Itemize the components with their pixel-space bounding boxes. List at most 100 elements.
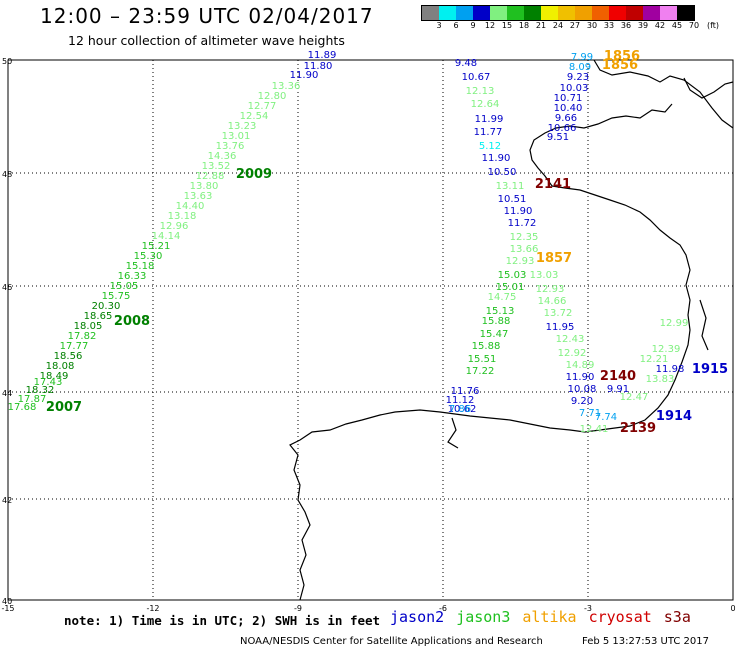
legend-tick-label: 36	[620, 21, 632, 30]
legend-tick-label: 70	[688, 21, 700, 30]
pass-number-label: 1856	[604, 49, 640, 64]
legend-swatch	[473, 6, 490, 20]
wave-height-label: 14.89	[566, 360, 595, 371]
axis-labels: 50 48 46 44 42 40-15 -12 -9 -6 -3 0	[1, 57, 735, 613]
longitude-label: -9	[294, 604, 302, 613]
wave-height-label: 18.32	[26, 385, 55, 396]
wave-height-label: 15.88	[482, 316, 511, 327]
wave-height-label: 12.96	[160, 221, 189, 232]
wave-height-label: 13.36	[272, 81, 301, 92]
color-scale-legend: 3 6 9 12 15 18 21 24 27 30 33 36 39 42 45 70 (ft)	[421, 5, 719, 35]
wave-height-label: 15.01	[496, 282, 525, 293]
wave-height-label: 13.03	[530, 270, 559, 281]
coastline	[289, 59, 734, 601]
wave-height-label: 12.43	[556, 334, 585, 345]
wave-height-label: 7.99	[571, 52, 593, 63]
longitude-label: -6	[439, 604, 447, 613]
color-scale-ticks: 3 6 9 12 15 18 21 24 27 30 33 36 39 42 45 70 (ft)	[421, 21, 719, 35]
wave-height-label: 15.88	[472, 341, 501, 352]
wave-height-label: 18.56	[54, 351, 83, 362]
wave-height-label: 16.33	[118, 271, 147, 282]
wave-height-label: 14.14	[152, 231, 181, 242]
wave-height-label: 10.67	[462, 72, 491, 83]
wave-height-label: 15.05	[110, 281, 139, 292]
longitude-label: -12	[146, 604, 159, 613]
legend-tick-label: 45	[671, 21, 683, 30]
pass-number-label: 1914	[656, 409, 692, 424]
latitude-label: 40	[2, 597, 12, 606]
legend-swatch	[626, 6, 643, 20]
legend-swatch	[558, 6, 575, 20]
wave-height-label: 11.76	[451, 386, 480, 397]
wave-height-label: 12.93	[506, 256, 535, 267]
coastline-segment	[529, 103, 673, 187]
wave-height-label: 11.89	[308, 50, 337, 61]
legend-swatch	[643, 6, 660, 20]
footer-timestamp: Feb 5 13:27:53 UTC 2017	[582, 636, 709, 647]
legend-tick-label: 9	[470, 21, 476, 30]
coastline-segment	[683, 77, 734, 99]
wave-height-label: 11.99	[475, 114, 504, 125]
wave-height-label: 17.22	[466, 366, 495, 377]
footer-credit: NOAA/NESDIS Center for Satellite Applica…	[240, 636, 543, 647]
wave-height-label: 12.77	[248, 101, 277, 112]
wave-height-label: 15.03	[498, 270, 527, 281]
wave-height-label: 10.03	[560, 83, 589, 94]
satellite-legend-item: jason2	[390, 608, 445, 626]
coastline-segment	[447, 417, 459, 449]
legend-tick-label: 15	[501, 21, 513, 30]
coastline-segment	[289, 185, 691, 601]
legend-tick-label: 39	[637, 21, 649, 30]
legend-swatch	[507, 6, 524, 20]
wave-height-label: 17.82	[68, 331, 97, 342]
wave-height-label: 18.49	[40, 371, 69, 382]
legend-tick-label: 6	[453, 21, 459, 30]
wave-height-label: 10.50	[488, 167, 517, 178]
wave-height-label: 11.90	[504, 206, 533, 217]
wave-height-label: 15.47	[480, 329, 509, 340]
legend-unit: (ft)	[706, 21, 720, 30]
wave-height-label: 18.08	[46, 361, 75, 372]
wave-height-label: 8.09	[569, 62, 591, 73]
pass-number-label: 2139	[620, 421, 656, 436]
wave-height-label: 13.11	[496, 181, 525, 192]
wave-height-label: 9.48	[455, 58, 477, 69]
wave-height-label: 11.77	[474, 127, 503, 138]
wave-height-label: 11.90	[482, 153, 511, 164]
pass-number-label: 2008	[114, 314, 150, 329]
wave-height-label: 17.43	[34, 377, 63, 388]
wave-height-label: 13.80	[190, 181, 219, 192]
wave-height-label: 7.74	[595, 412, 617, 423]
wave-height-label: 12.21	[640, 354, 669, 365]
wave-height-label: 7.71	[579, 408, 601, 419]
legend-swatch	[592, 6, 609, 20]
legend-swatch	[524, 6, 541, 20]
map-frame	[7, 59, 734, 601]
wave-height-label: 13.83	[646, 374, 675, 385]
wave-height-label: 12.41	[580, 424, 609, 435]
wave-height-label: 12.93	[536, 284, 565, 295]
wave-height-label: 12.54	[240, 111, 269, 122]
wave-height-label: 12.88	[196, 171, 225, 182]
wave-height-label: 15.51	[468, 354, 497, 365]
wave-height-label: 11.98	[656, 364, 685, 375]
wave-height-label: 14.75	[488, 292, 517, 303]
map-subtitle: 12 hour collection of altimeter wave hei…	[68, 33, 345, 48]
wave-height-label: 13.63	[184, 191, 213, 202]
wave-height-label: 14.36	[208, 151, 237, 162]
wave-height-label: 13.52	[202, 161, 231, 172]
latitude-label: 46	[2, 283, 12, 292]
wave-height-label: 9.20	[571, 396, 593, 407]
wave-height-label: 11.95	[546, 322, 575, 333]
wave-height-label: 13.01	[222, 131, 251, 142]
coastline-segment	[593, 59, 734, 129]
wave-height-label: 11.90	[566, 372, 595, 383]
wave-height-label: 9.51	[547, 132, 569, 143]
latitude-label: 44	[2, 389, 12, 398]
satellite-legend-item: s3a	[663, 608, 691, 626]
pass-number-label: 1857	[536, 251, 572, 266]
wave-height-label: 12.80	[258, 91, 287, 102]
wave-height-label: 12.47	[620, 392, 649, 403]
